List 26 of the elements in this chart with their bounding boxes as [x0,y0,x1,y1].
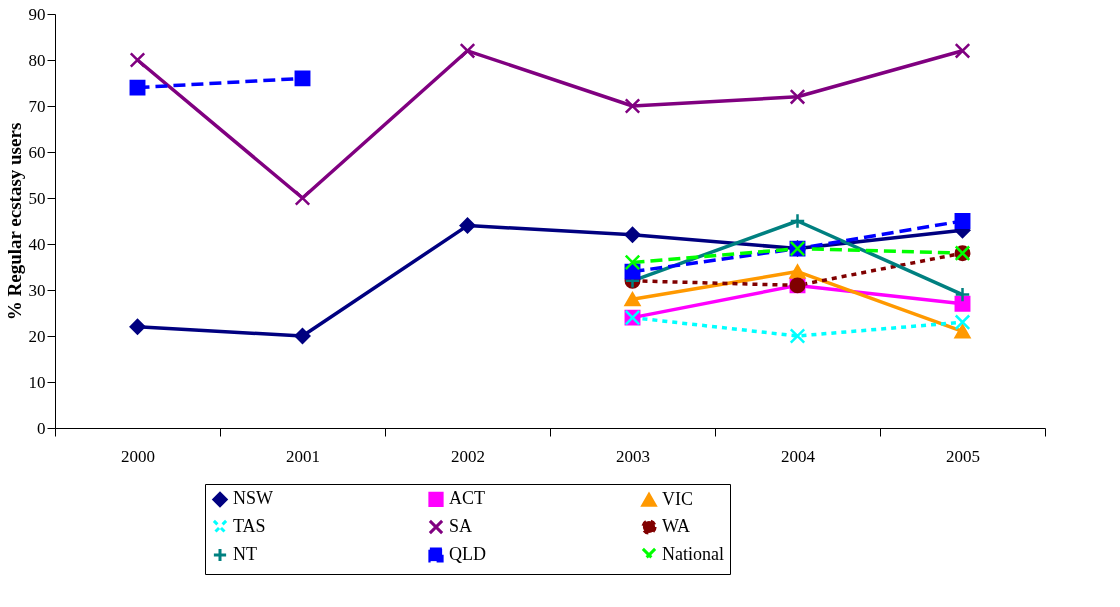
y-tick-label: 10 [28,372,46,392]
legend-label: NT [233,544,257,564]
y-tick-label: 80 [28,50,46,70]
x-tick-label: 2004 [781,446,816,466]
y-tick-label: 70 [28,96,46,116]
x-tick-label: 2000 [121,446,155,466]
legend-label: WA [662,516,690,536]
legend-label: TAS [233,516,266,536]
y-tick-label: 40 [28,234,46,254]
y-tick-label: 20 [28,326,46,346]
legend-label: QLD [449,544,486,564]
x-tick-label: 2001 [286,446,320,466]
x-tick-label: 2003 [616,446,650,466]
x-tick-label: 2005 [946,446,980,466]
legend-label: National [662,544,724,564]
y-axis-title: % Regular ecstasy users [3,122,25,321]
y-tick-label: 0 [37,418,46,438]
y-tick-label: 30 [28,280,46,300]
legend-label: VIC [662,488,693,509]
y-tick-label: 50 [28,188,46,208]
x-tick-label: 2002 [451,446,485,466]
legend-label: SA [449,516,473,536]
y-tick-label: 90 [28,4,46,24]
legend-label: NSW [233,488,274,509]
y-tick-label: 60 [28,142,46,162]
legend-label: ACT [449,488,485,509]
